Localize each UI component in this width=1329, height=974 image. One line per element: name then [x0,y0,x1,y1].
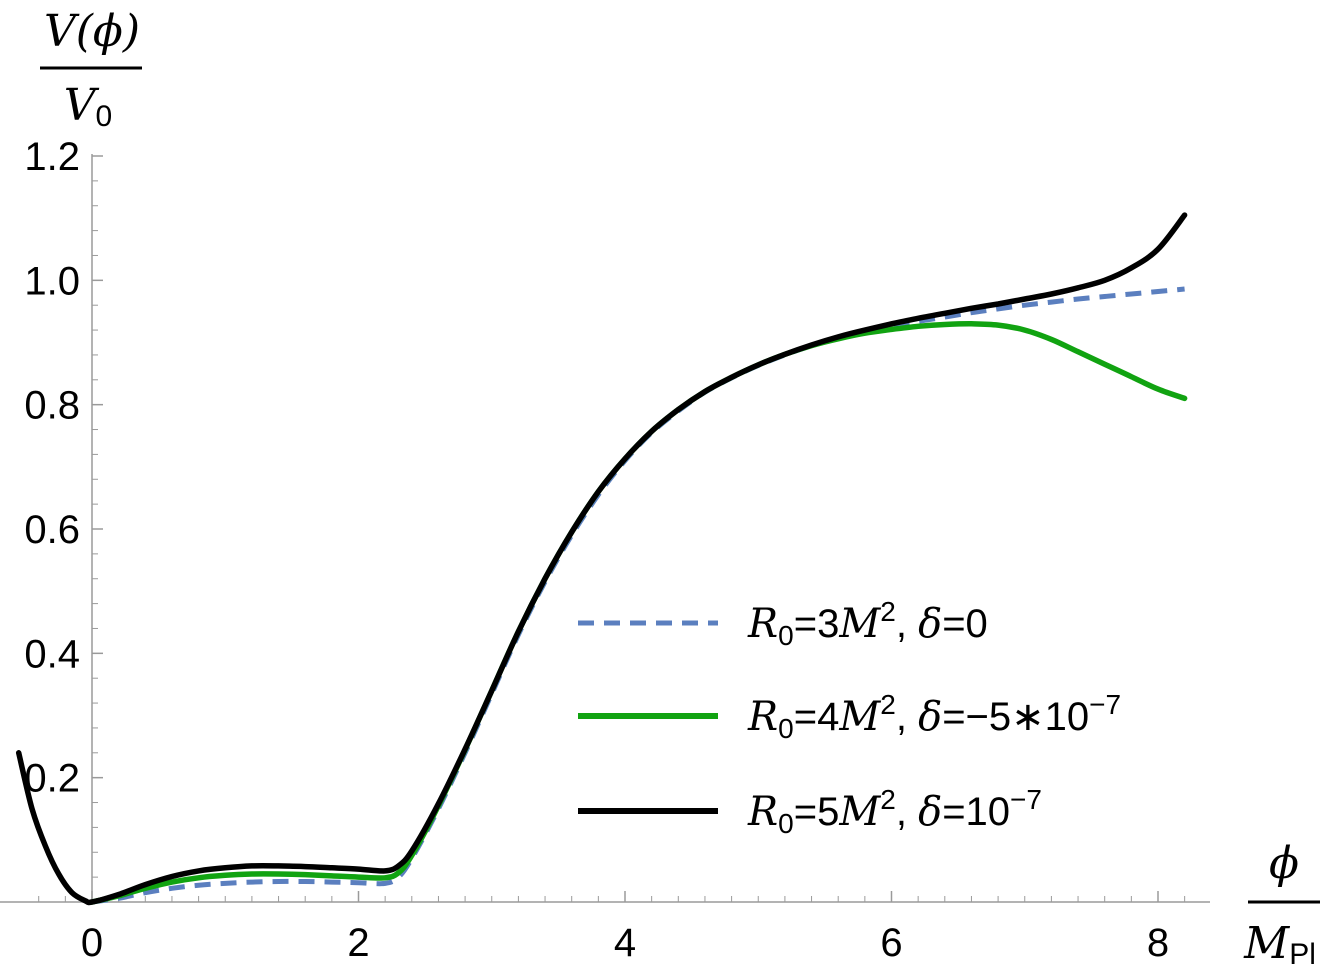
x-tick-label: 6 [880,921,902,965]
legend-label-3: R0=5M2, δ=10−7 [747,784,1042,839]
y-tick-label: 0.8 [24,384,80,428]
x-axis-label-denominator: MPl [1243,918,1316,971]
x-tick-label: 2 [347,921,369,965]
x-tick-label: 4 [614,921,636,965]
y-tick-label: 1.0 [24,259,80,303]
series-layer [15,212,1188,906]
legend: R0=3M2, δ=0 R0=4M2, δ=−5∗10−7 R0=5M2, δ=10… [578,596,1121,839]
y-tick-label: 0.2 [24,757,80,801]
x-tick-label: 8 [1147,921,1169,965]
y-tick-label: 0.6 [24,508,80,552]
ticks: 0 2 4 6 8 0.2 0.4 0.6 0.8 1.0 1.2 [24,135,1186,965]
series-line-2 [89,321,1188,905]
y-tick-label: 1.2 [24,135,80,179]
x-axis-label-numerator: ϕ [1269,838,1299,889]
legend-label-1: R0=3M2, δ=0 [747,596,988,651]
y-axis-label: V(ϕ) V0 [40,6,142,133]
series-line-3 [15,212,1188,906]
legend-label-2: R0=4M2, δ=−5∗10−7 [747,689,1121,744]
y-axis-label-denominator: V0 [64,80,112,133]
x-axis-label: ϕ MPl [1243,838,1320,971]
y-axis-label-numerator: V(ϕ) [44,6,140,57]
y-tick-label: 0.4 [24,632,80,676]
x-tick-label: 0 [81,921,103,965]
